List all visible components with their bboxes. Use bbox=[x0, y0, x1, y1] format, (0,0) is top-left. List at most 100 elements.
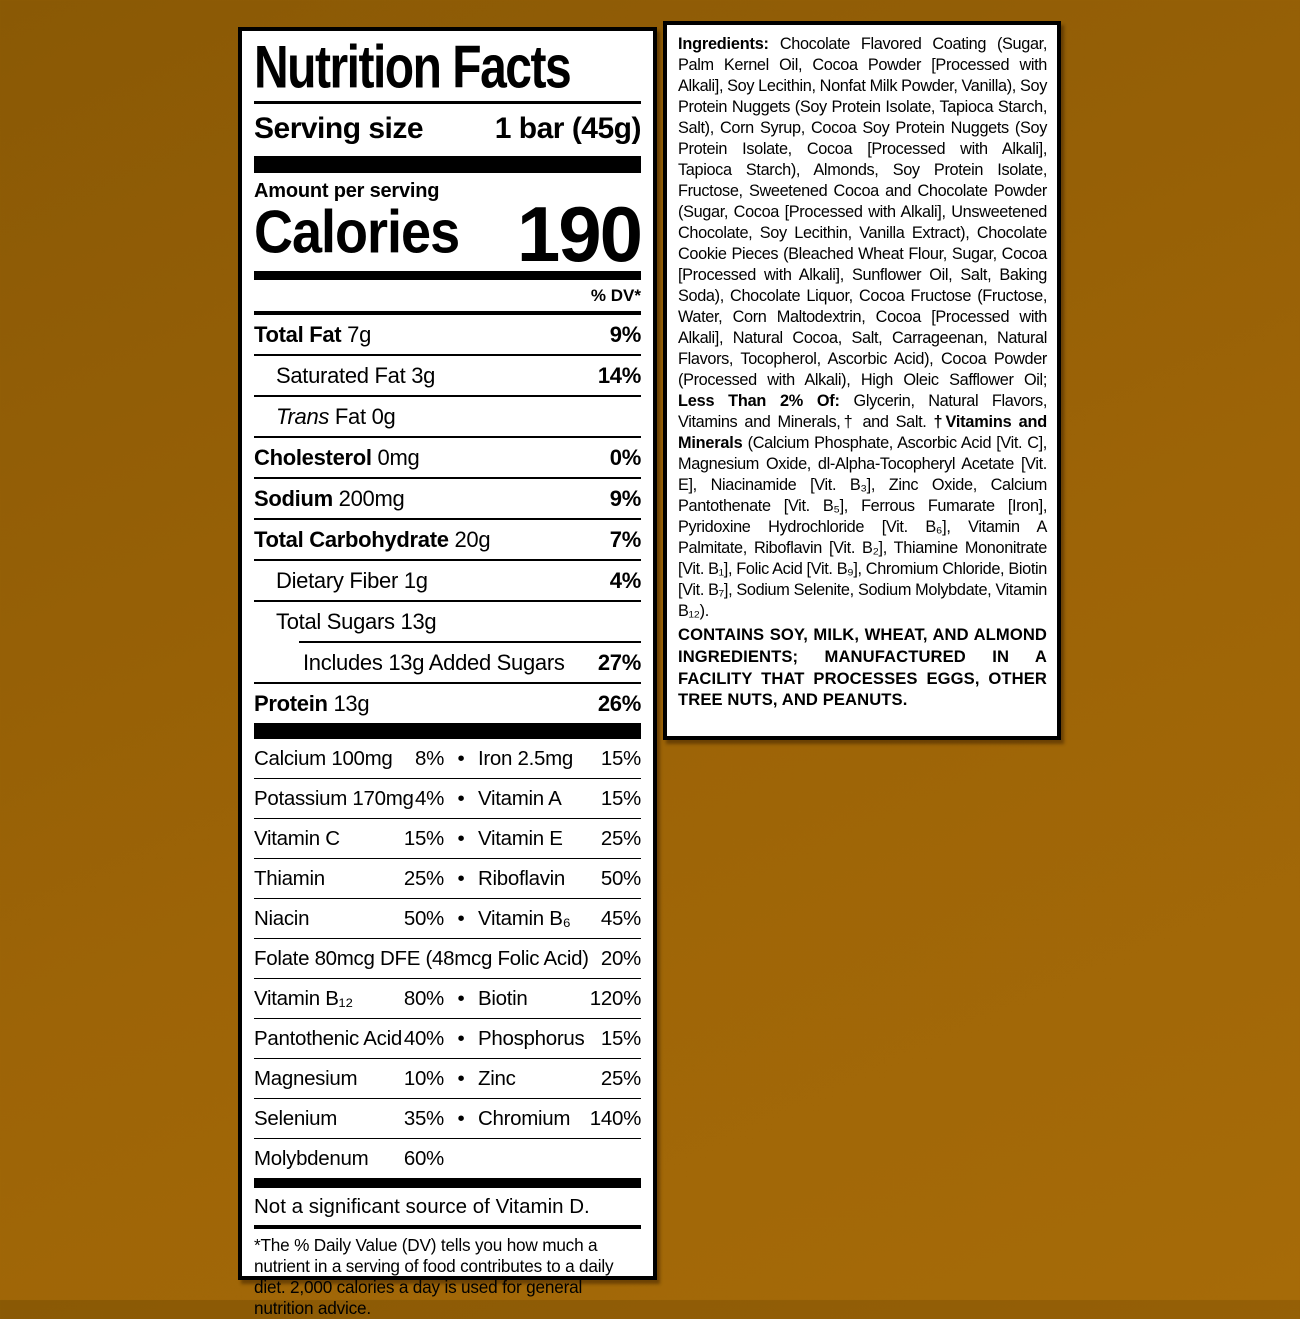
ingredients-text: Ingredients: Chocolate Flavored Coating … bbox=[678, 34, 1047, 622]
nutrition-facts-title: Nutrition Facts bbox=[254, 34, 572, 102]
vitamin-name: Niacin bbox=[254, 907, 310, 930]
vitamin-right-cell: Vitamin E 25% bbox=[478, 827, 641, 851]
nutrient-amount: 20g bbox=[448, 527, 491, 552]
nutrient-row: Cholesterol 0mg 0% bbox=[254, 436, 641, 477]
vitamin-daily-value: 4% bbox=[414, 787, 444, 810]
vitamin-right-cell: Iron 2.5mg 15% bbox=[478, 747, 641, 771]
percent-dv-header: % DV* bbox=[590, 286, 641, 305]
nutrient-daily-value: 7% bbox=[609, 527, 642, 552]
nutrient-name: Total Sugars 13g bbox=[254, 609, 437, 635]
nutrient-row: Includes 13g Added Sugars 27% bbox=[299, 641, 641, 682]
vitamin-full-cell: Folate 80mcg DFE (48mcg Folic Acid) 20% bbox=[254, 947, 641, 971]
nutrient-row: Protein 13g 26% bbox=[254, 682, 641, 723]
vitamin-row: Folate 80mcg DFE (48mcg Folic Acid) 20% bbox=[254, 938, 641, 978]
nutrient-name-text: Dietary Fiber bbox=[276, 568, 399, 593]
vitamin-left-cell: Thiamin 25% bbox=[254, 867, 444, 891]
vitamin-daily-value: 25% bbox=[600, 1067, 641, 1090]
nutrient-name: Protein 13g bbox=[254, 691, 370, 717]
nutrient-name: Sodium 200mg bbox=[254, 486, 405, 512]
vitamin-daily-value: 60% bbox=[403, 1147, 444, 1170]
vitamin-daily-value: 8% bbox=[414, 747, 444, 770]
vitamin-daily-value: 50% bbox=[403, 907, 444, 930]
nutrient-daily-value: 9% bbox=[609, 486, 642, 511]
bullet-separator: • bbox=[457, 747, 465, 770]
protein-separator-bar bbox=[254, 723, 641, 739]
nutrient-amount: 3g bbox=[405, 363, 436, 388]
dv-divider bbox=[254, 311, 641, 313]
vitamin-row: Vitamin C 15% • Vitamin E 25% bbox=[254, 818, 641, 858]
vitamin-name: Potassium 170mg bbox=[254, 787, 414, 810]
bullet-separator: • bbox=[457, 787, 465, 810]
serving-size-row: Serving size 1 bar (45g) bbox=[254, 104, 642, 156]
nutrient-row: Dietary Fiber 1g 4% bbox=[254, 559, 641, 600]
title-divider bbox=[254, 101, 641, 104]
vitamin-row: Molybdenum 60% bbox=[254, 1138, 641, 1178]
vitamin-left-cell: Selenium 35% bbox=[254, 1107, 444, 1131]
vitamin-daily-value: 45% bbox=[600, 907, 641, 930]
nutrient-daily-value: 4% bbox=[609, 568, 642, 593]
vitamin-name: Vitamin A bbox=[478, 787, 562, 810]
vitamin-left-cell: Vitamin B₁₂ 80% bbox=[254, 987, 444, 1011]
nutrient-amount: 7g bbox=[341, 322, 372, 347]
serving-size-label: Serving size bbox=[254, 112, 424, 145]
vitamin-row: Niacin 50% • Vitamin B₆ 45% bbox=[254, 898, 641, 938]
vitamin-name: Selenium bbox=[254, 1107, 338, 1130]
vitamin-row: Calcium 100mg 8% • Iron 2.5mg 15% bbox=[254, 739, 641, 778]
thick-separator-bar bbox=[254, 156, 641, 173]
nutrient-daily-value: 14% bbox=[597, 363, 641, 388]
bullet-separator: • bbox=[457, 827, 465, 850]
calories-separator-bar bbox=[254, 271, 641, 280]
daily-value-footnote: *The % Daily Value (DV) tells you how mu… bbox=[254, 1235, 614, 1318]
vitamin-daily-value: 15% bbox=[403, 827, 444, 850]
nutrient-daily-value: 27% bbox=[597, 650, 641, 675]
vitamin-right-cell: Zinc 25% bbox=[478, 1067, 641, 1091]
vitamin-name: Folate 80mcg DFE (48mcg Folic Acid) bbox=[254, 947, 589, 970]
amount-per-serving-label: Amount per serving bbox=[254, 180, 440, 202]
vitamin-daily-value: 15% bbox=[600, 747, 641, 770]
nutrient-name-text: Total Sugars bbox=[276, 609, 395, 634]
bullet-separator: • bbox=[457, 1027, 465, 1050]
vitamin-name: Thiamin bbox=[254, 867, 325, 890]
ingredients-segment: (Calcium Phosphate, Ascorbic Acid [Vit. … bbox=[678, 434, 1047, 621]
bullet-separator: • bbox=[457, 1107, 465, 1130]
vitamin-left-cell: Niacin 50% bbox=[254, 907, 444, 931]
vitamin-name: Vitamin C bbox=[254, 827, 340, 850]
vitamin-daily-value: 40% bbox=[403, 1027, 444, 1050]
nutrient-name: Total Carbohydrate 20g bbox=[254, 527, 491, 553]
vitamin-name: Zinc bbox=[478, 1067, 516, 1090]
vitamin-name: Biotin bbox=[478, 987, 528, 1010]
vitamin-row: Pantothenic Acid 40% • Phosphorus 15% bbox=[254, 1018, 641, 1058]
vitamin-name: Molybdenum bbox=[254, 1147, 369, 1170]
vitamin-daily-value: 80% bbox=[403, 987, 444, 1010]
nutrient-rows: Total Fat 7g 9% Saturated Fat 3g 14% Trans F… bbox=[254, 313, 641, 723]
nutrient-name: Trans Fat 0g bbox=[254, 404, 396, 430]
vitamin-name: Vitamin E bbox=[478, 827, 563, 850]
nutrient-daily-value: 0% bbox=[609, 445, 642, 470]
calories-value: 190 bbox=[516, 190, 643, 278]
nutrient-daily-value: 9% bbox=[609, 322, 642, 347]
vitamin-row: Thiamin 25% • Riboflavin 50% bbox=[254, 858, 641, 898]
nutrient-name: Total Fat 7g bbox=[254, 322, 371, 348]
vitamin-daily-value: 120% bbox=[589, 987, 642, 1010]
nutrient-amount: 13g bbox=[327, 691, 370, 716]
vitamin-right-cell: Biotin 120% bbox=[478, 987, 641, 1011]
vitamin-left-cell: Magnesium 10% bbox=[254, 1067, 444, 1091]
bullet-separator: • bbox=[457, 867, 465, 890]
nutrient-name-text: Cholesterol bbox=[254, 445, 372, 470]
footnote-divider bbox=[254, 1225, 641, 1229]
nutrient-name-italic: Trans bbox=[276, 404, 330, 429]
vitamin-row: Selenium 35% • Chromium 140% bbox=[254, 1098, 641, 1138]
vitamin-left-cell: Potassium 170mg 4% bbox=[254, 787, 444, 811]
nutrient-row: Sodium 200mg 9% bbox=[254, 477, 641, 518]
vitamin-daily-value: 50% bbox=[600, 867, 641, 890]
vitamin-row: Potassium 170mg 4% • Vitamin A 15% bbox=[254, 778, 641, 818]
nutrient-amount: 200mg bbox=[332, 486, 405, 511]
vitamin-name: Magnesium bbox=[254, 1067, 358, 1090]
vitamin-daily-value: 35% bbox=[403, 1107, 444, 1130]
nutrient-name-text: Sodium bbox=[254, 486, 333, 511]
calories-label: Calories bbox=[254, 198, 460, 267]
vitamin-row: Vitamin B₁₂ 80% • Biotin 120% bbox=[254, 978, 641, 1018]
nutrient-name: Saturated Fat 3g bbox=[254, 363, 435, 389]
vitamins-separator-bar bbox=[254, 1178, 641, 1188]
